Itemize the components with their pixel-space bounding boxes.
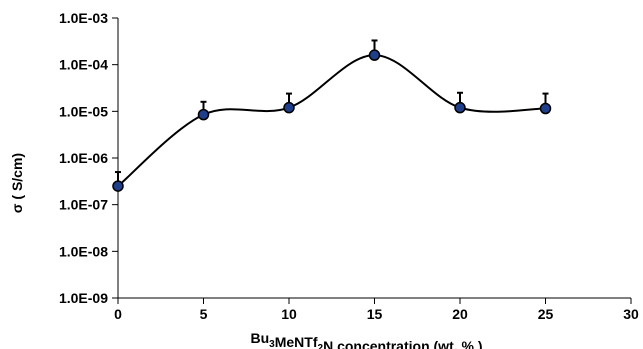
series-line	[117, 54, 546, 187]
x-tick-label: 30	[623, 306, 639, 322]
y-tick-label: 1.0E-06	[59, 150, 108, 166]
data-points	[112, 49, 552, 192]
x-axis-ticks: 0 5 10 15 20 25 30	[114, 298, 639, 322]
data-point	[283, 101, 295, 114]
y-tick-label: 1.0E-05	[59, 103, 108, 119]
x-tick-label: 25	[538, 306, 554, 322]
data-point	[197, 108, 210, 121]
data-point	[454, 101, 466, 114]
y-tick-label: 1.0E-03	[59, 10, 108, 26]
x-tick-label: 10	[281, 306, 297, 322]
x-tick-label: 15	[367, 306, 383, 322]
y-axis-title: σ ( S/cm)	[9, 153, 25, 213]
data-point	[112, 180, 124, 192]
x-tick-label: 20	[452, 306, 468, 322]
data-point	[368, 49, 381, 61]
x-tick-label: 0	[114, 306, 122, 322]
y-tick-label: 1.0E-07	[59, 197, 108, 213]
data-point	[539, 102, 552, 115]
y-axis-ticks: 1.0E-09 1.0E-08 1.0E-07 1.0E-06 1.0E-05 1.0E-…	[59, 10, 118, 306]
y-tick-label: 1.0E-08	[59, 243, 108, 259]
error-bars	[115, 39, 549, 187]
x-axis-title: Bu3MeNTf2N concentration (wt. % )	[250, 330, 482, 349]
y-tick-label: 1.0E-04	[59, 57, 108, 73]
y-tick-label: 1.0E-09	[59, 290, 108, 306]
x-tick-label: 5	[200, 306, 208, 322]
